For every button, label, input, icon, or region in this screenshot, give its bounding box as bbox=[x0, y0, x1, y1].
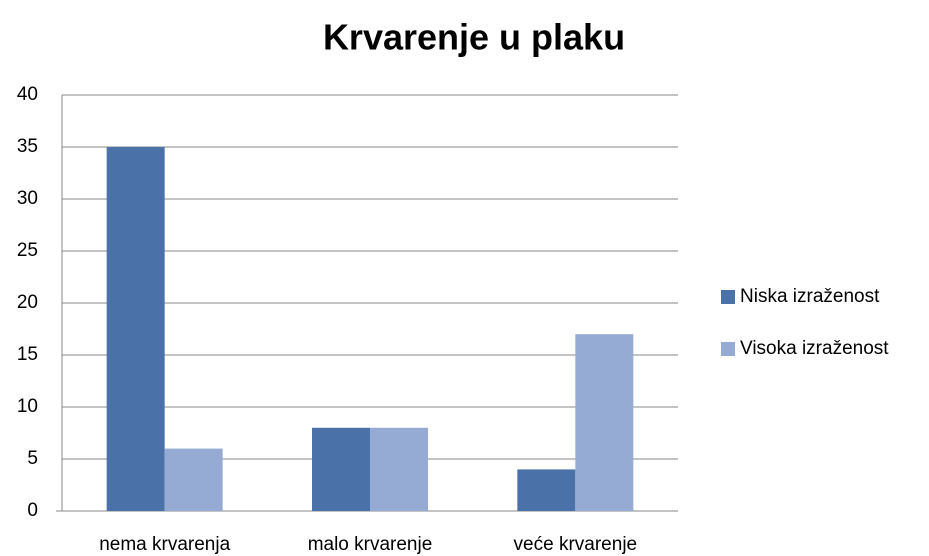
bar bbox=[164, 448, 223, 511]
legend-swatch bbox=[721, 290, 735, 304]
x-tick-label: malo krvarenje bbox=[308, 534, 433, 555]
bar bbox=[575, 334, 634, 511]
legend-label: Niska izraženost bbox=[740, 286, 880, 307]
y-tick-label: 20 bbox=[17, 292, 38, 313]
bar bbox=[517, 469, 576, 511]
x-tick-label: veće krvarenje bbox=[514, 534, 638, 555]
y-tick-label: 25 bbox=[17, 240, 38, 261]
y-tick-label: 0 bbox=[27, 500, 38, 521]
y-tick-label: 10 bbox=[17, 396, 38, 417]
x-tick-label: nema krvarenja bbox=[99, 534, 230, 555]
y-tick-label: 5 bbox=[27, 448, 38, 469]
bar bbox=[106, 147, 165, 511]
y-tick-label: 35 bbox=[17, 136, 38, 157]
bar bbox=[370, 427, 428, 511]
y-tick-label: 15 bbox=[17, 344, 38, 365]
legend-label: Visoka izraženost bbox=[740, 338, 889, 359]
chart-title: Krvarenje u plaku bbox=[323, 17, 625, 58]
y-tick-label: 40 bbox=[17, 84, 38, 105]
bar bbox=[312, 427, 370, 511]
legend-swatch bbox=[721, 342, 735, 356]
y-tick-label: 30 bbox=[17, 188, 38, 209]
